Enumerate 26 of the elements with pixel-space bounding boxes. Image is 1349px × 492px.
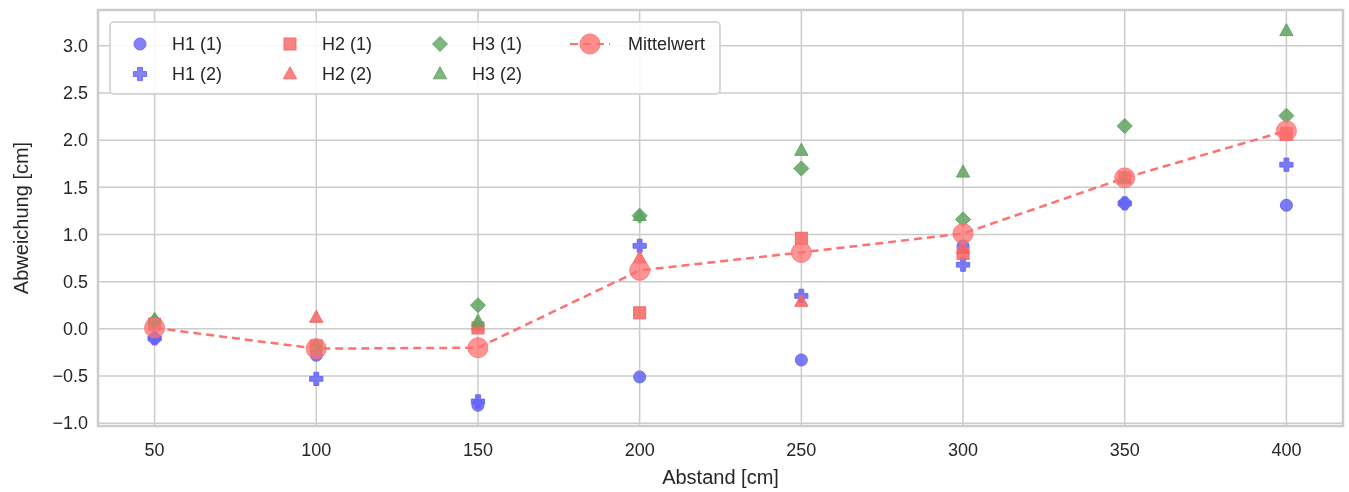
x-tick-label: 150: [462, 440, 493, 460]
legend-label: H3 (1): [472, 34, 523, 55]
y-tick-label: −0.5: [52, 366, 88, 387]
x-tick-label: 200: [624, 440, 655, 460]
y-tick-label: 2.0: [62, 130, 88, 151]
x-axis-title: Abstand [cm]: [662, 466, 779, 488]
y-tick-label: 0.0: [62, 319, 88, 340]
legend-label: H2 (2): [322, 64, 373, 85]
x-tick-label: 300: [948, 440, 979, 460]
x-tick-label: 250: [786, 440, 817, 460]
y-tick-label: −1.0: [52, 413, 88, 434]
y-axis-title: Abweichung [cm]: [10, 141, 32, 295]
x-tick-label: 50: [144, 440, 165, 460]
legend-label: H1 (2): [172, 64, 223, 85]
legend-label: H3 (2): [472, 64, 523, 85]
x-tick-label: 400: [1271, 440, 1302, 460]
y-tick-label: 3.0: [62, 36, 88, 57]
legend-label: H2 (1): [322, 34, 373, 55]
legend-label: H1 (1): [172, 34, 223, 55]
x-tick-label: 350: [1109, 440, 1140, 460]
y-tick-label: 1.5: [62, 177, 88, 198]
y-tick-label: 0.5: [62, 271, 88, 292]
x-tick-label: 100: [301, 440, 332, 460]
y-tick-label: 2.5: [62, 83, 88, 104]
y-tick-label: 1.0: [62, 224, 88, 245]
legend-label: Mittelwert: [628, 34, 706, 55]
